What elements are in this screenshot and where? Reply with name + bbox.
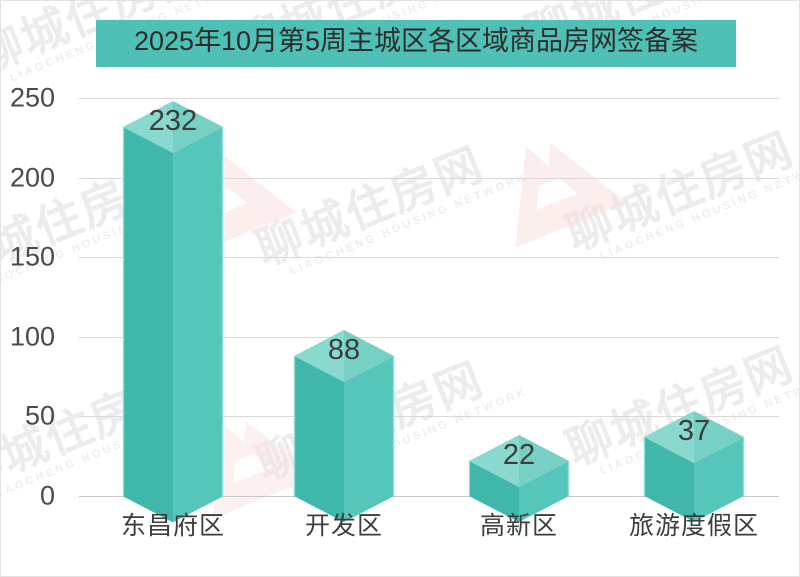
bar-face xyxy=(344,355,394,522)
chart-title-text: 2025年10月第5周主城区各区域商品房网签备案 xyxy=(133,26,699,56)
y-axis-tick-250: 250 xyxy=(9,82,55,113)
bar-face xyxy=(469,434,519,487)
x-axis-label-2: 高新区 xyxy=(479,512,558,540)
plot-area: 250 200 150 100 50 0 232 88 22 37 xyxy=(10,61,779,522)
bar-face xyxy=(173,126,223,522)
gridline-200 xyxy=(79,178,779,179)
bar-face xyxy=(123,100,173,153)
y-axis-tick-100: 100 xyxy=(9,321,55,352)
bar-face xyxy=(294,355,344,522)
x-axis-labels: 东昌府区 开发区 高新区 旅游度假区 xyxy=(79,506,779,556)
x-axis-label-3: 旅游度假区 xyxy=(628,512,759,540)
bar-gaoxinqu[interactable] xyxy=(468,434,570,522)
y-axis-tick-0: 0 xyxy=(39,480,55,511)
chart-title: 2025年10月第5周主城区各区域商品房网签备案 xyxy=(96,20,736,67)
bar-series: 232 88 22 37 xyxy=(79,61,779,522)
x-axis-label-1: 开发区 xyxy=(304,512,383,540)
bar-kaifaqu[interactable] xyxy=(293,329,395,522)
bar-3d-shape xyxy=(122,100,224,522)
bar-face xyxy=(294,329,344,382)
y-axis-tick-50: 50 xyxy=(24,400,55,431)
bar-dongchangfuqu[interactable] xyxy=(122,100,224,522)
gridline-100 xyxy=(79,337,779,338)
x-axis-label-0: 东昌府区 xyxy=(120,512,225,540)
gridline-50 xyxy=(79,416,779,417)
bar-lvyoudujiaqu[interactable] xyxy=(643,411,745,522)
y-axis-tick-150: 150 xyxy=(9,241,55,272)
bar-face xyxy=(173,100,223,153)
bar-face xyxy=(694,437,744,522)
bar-face xyxy=(469,460,519,522)
gridline-0 xyxy=(79,496,779,497)
bar-face xyxy=(519,434,569,487)
y-axis-tick-200: 200 xyxy=(9,162,55,193)
bar-face xyxy=(694,411,744,464)
bar-face xyxy=(344,329,394,382)
bar-3d-shape xyxy=(468,434,570,522)
bar-face xyxy=(123,126,173,522)
gridline-250 xyxy=(79,98,779,99)
bar-face xyxy=(644,437,694,522)
bar-3d-shape xyxy=(643,411,745,522)
bar-face xyxy=(519,460,569,522)
gridline-150 xyxy=(79,257,779,258)
bar-face xyxy=(644,411,694,464)
bar-3d-shape xyxy=(293,329,395,522)
